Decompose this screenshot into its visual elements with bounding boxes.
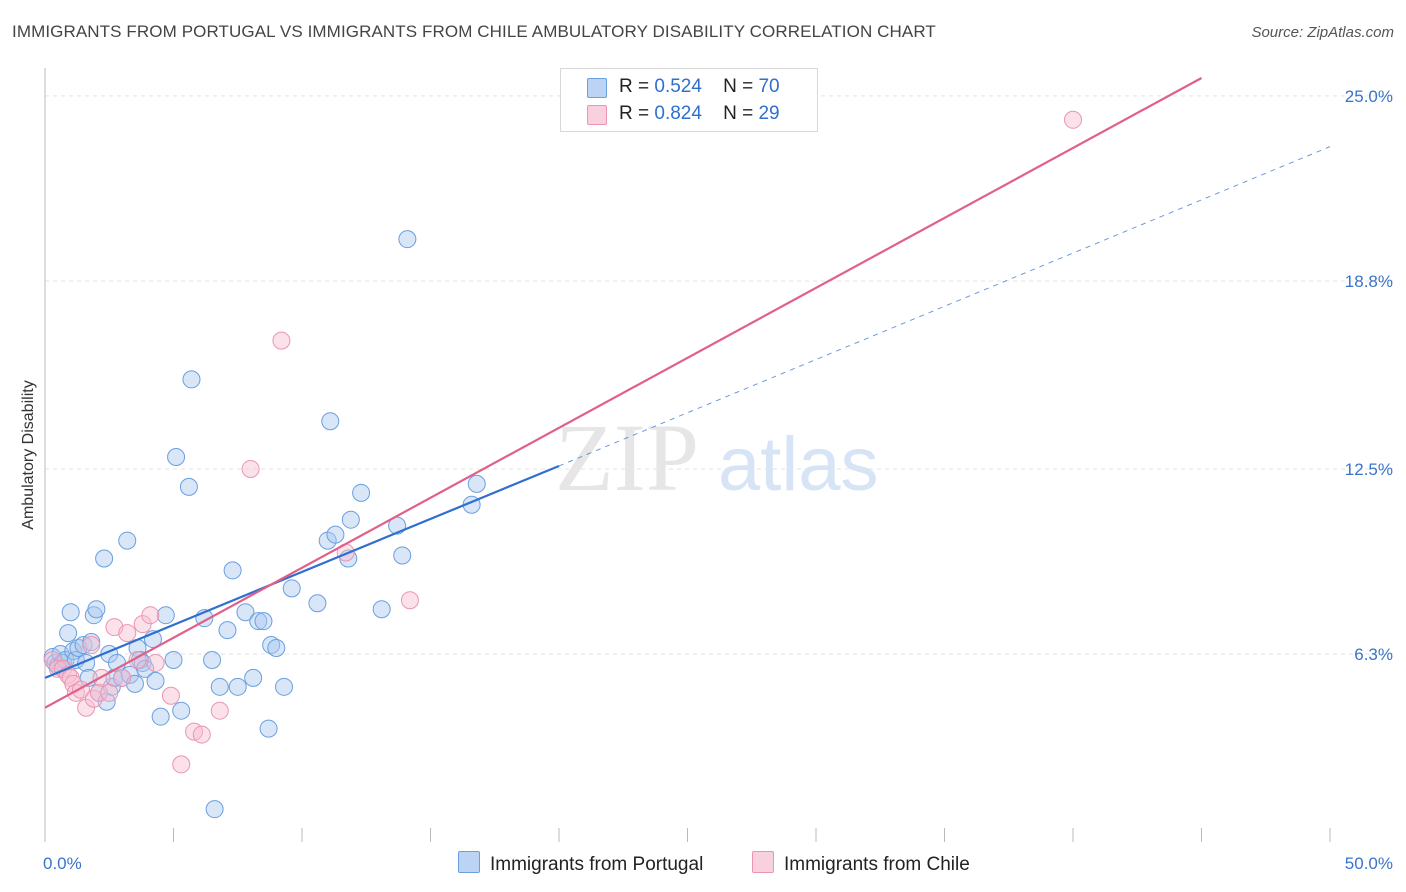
data-point-portugal: [172, 701, 191, 720]
data-point-portugal: [210, 677, 229, 696]
legend-n-label: N =: [723, 76, 754, 97]
data-point-portugal: [205, 800, 224, 819]
data-point-chile: [43, 650, 62, 669]
data-point-chile: [89, 683, 108, 702]
data-point-chile: [192, 725, 211, 744]
data-point-portugal: [275, 677, 294, 696]
watermark: ZIP atlas: [555, 404, 879, 511]
watermark-atlas: atlas: [718, 422, 879, 507]
data-point-chile: [84, 689, 103, 708]
data-point-portugal: [59, 624, 78, 643]
data-point-chile: [400, 591, 419, 610]
data-point-portugal: [203, 650, 222, 669]
axes: [44, 68, 1331, 842]
legend-r-value: 0.524: [654, 76, 702, 97]
chart-title: IMMIGRANTS FROM PORTUGAL VS IMMIGRANTS F…: [12, 22, 936, 41]
legend-n-value: 70: [758, 76, 780, 97]
data-point-chile: [100, 683, 119, 702]
trendline-portugal: [44, 464, 560, 679]
x-tick-label: 0.0%: [43, 854, 82, 873]
data-point-chile: [146, 653, 165, 672]
data-point-portugal: [393, 546, 412, 565]
trendlines: [44, 77, 1331, 709]
data-point-portugal: [326, 525, 345, 544]
data-point-portugal: [321, 412, 340, 431]
stats-legend: R = 0.524 N = 70 R = 0.824 N = 29: [560, 68, 818, 132]
data-point-portugal: [254, 612, 273, 631]
data-point-portugal: [308, 594, 327, 613]
data-point-portugal: [95, 549, 114, 568]
data-point-portugal: [352, 483, 371, 502]
x-tick-label: 50.0%: [1345, 854, 1393, 873]
data-point-portugal: [179, 477, 198, 496]
data-point-portugal: [249, 612, 268, 631]
data-point-portugal: [259, 719, 278, 738]
data-point-portugal: [87, 600, 106, 619]
grid: [45, 95, 1395, 655]
data-point-portugal: [167, 448, 186, 467]
legend-label-portugal: Immigrants from Portugal: [490, 854, 704, 875]
data-point-portugal: [398, 230, 417, 249]
data-point-chile: [1064, 110, 1082, 129]
trendline-portugal-extension: [558, 146, 1331, 467]
data-point-chile: [161, 686, 180, 705]
y-tick-label: 6.3%: [1354, 645, 1393, 664]
legend-swatch-chile: [587, 105, 607, 125]
data-point-portugal: [182, 370, 201, 389]
data-point-portugal: [341, 510, 360, 529]
data-point-portugal: [262, 636, 281, 655]
data-point-chile: [241, 459, 260, 478]
data-point-chile: [113, 668, 132, 687]
data-point-portugal: [61, 603, 80, 622]
x-tick-labels: 0.0% 50.0%: [43, 854, 1393, 873]
legend-n-value: 29: [758, 103, 780, 124]
data-point-portugal: [236, 603, 255, 622]
legend-n-label: N =: [723, 103, 754, 124]
y-tick-label: 25.0%: [1345, 87, 1393, 106]
legend-swatch-portugal: [587, 78, 607, 98]
data-point-chile: [141, 606, 160, 625]
data-point-portugal: [244, 668, 263, 687]
legend-r-label: R =: [619, 76, 650, 97]
bottom-legend-portugal: Immigrants from Portugal: [458, 851, 703, 876]
source-label: Source: ZipAtlas.com: [1251, 24, 1394, 41]
data-point-portugal: [372, 600, 391, 619]
y-tick-label: 18.8%: [1345, 272, 1393, 291]
y-tick-labels: 6.3% 12.5% 18.8% 25.0%: [1345, 87, 1393, 664]
data-point-portugal: [267, 639, 286, 658]
legend-r-value: 0.824: [654, 103, 702, 124]
legend-swatch-portugal: [458, 851, 480, 873]
watermark-zip: ZIP: [555, 404, 699, 511]
data-point-portugal: [467, 474, 486, 493]
data-point-portugal: [151, 707, 170, 726]
data-point-portugal: [223, 561, 242, 580]
data-point-chile: [172, 755, 191, 774]
data-point-chile: [210, 701, 229, 720]
data-point-portugal: [164, 650, 183, 669]
data-point-portugal: [156, 606, 175, 625]
data-point-portugal: [118, 531, 137, 550]
legend-swatch-chile: [752, 851, 774, 873]
legend-label-chile: Immigrants from Chile: [784, 854, 970, 875]
data-point-portugal: [218, 621, 237, 640]
data-point-chile: [82, 636, 101, 655]
y-tick-label: 12.5%: [1345, 460, 1393, 479]
data-point-portugal: [228, 677, 247, 696]
data-point-portugal: [146, 671, 165, 690]
data-point-portugal: [282, 579, 301, 598]
data-point-chile: [118, 624, 137, 643]
trendline-chile: [44, 77, 1203, 709]
data-point-chile: [272, 331, 291, 350]
legend-r-label: R =: [619, 103, 650, 124]
y-axis-label: Ambulatory Disability: [20, 380, 37, 529]
bottom-legend-chile: Immigrants from Chile: [752, 851, 970, 876]
